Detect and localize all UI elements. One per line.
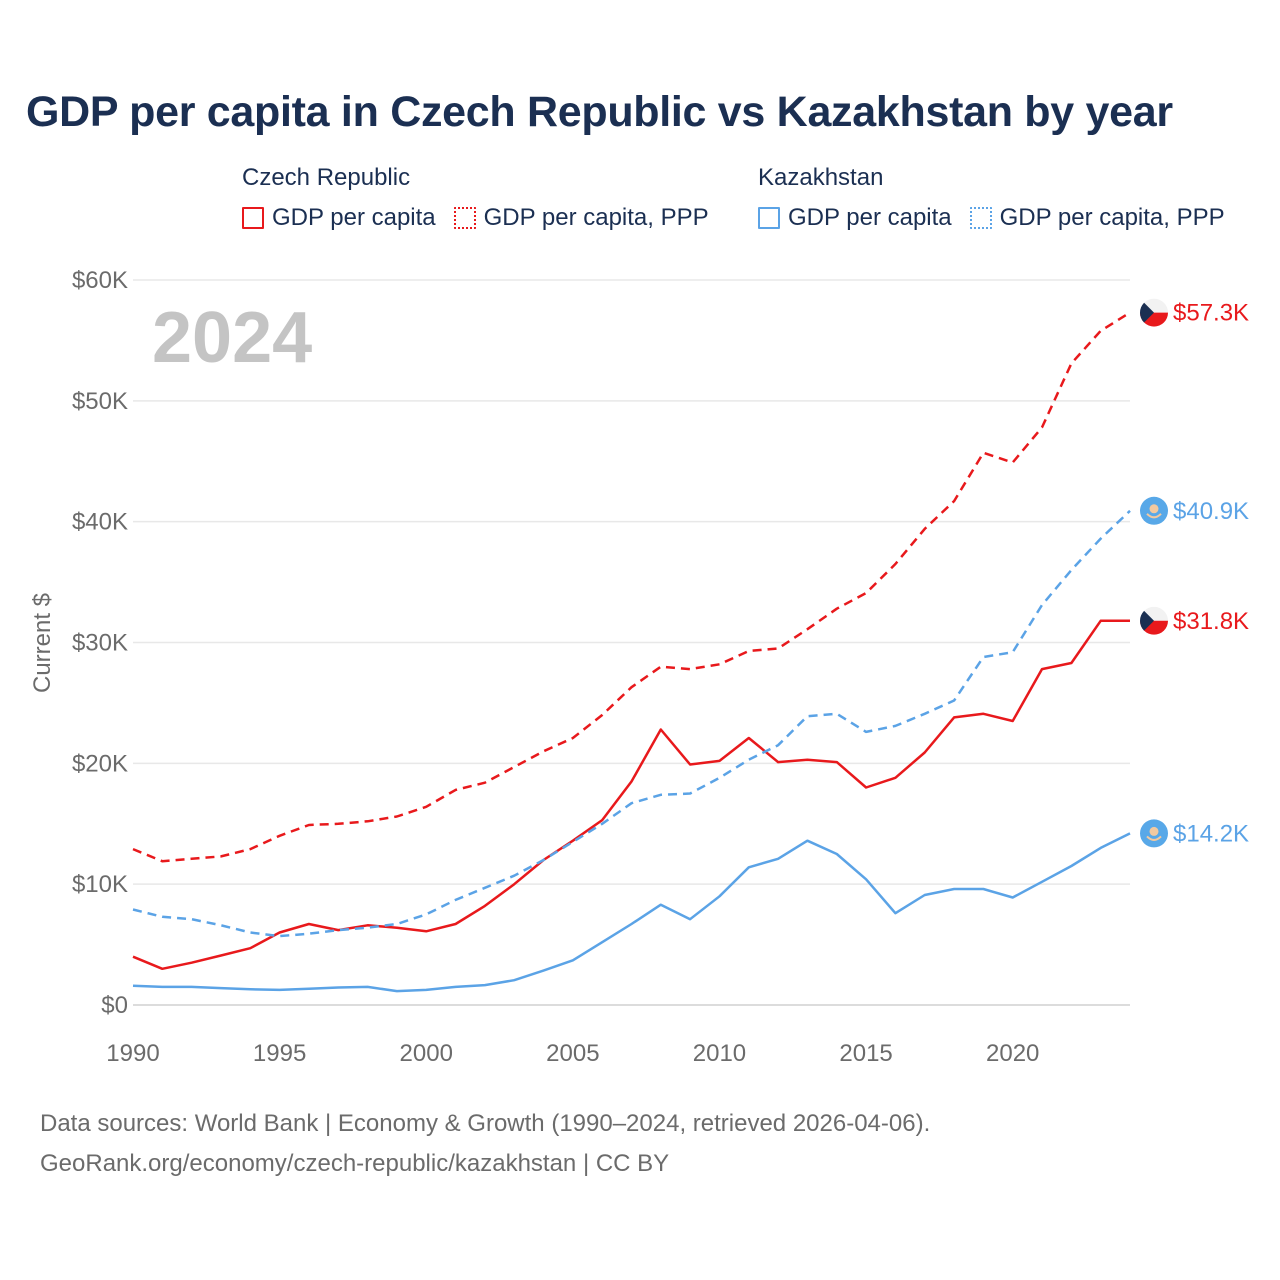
flag-triangle [1140,606,1154,635]
legend-label: GDP per capita [272,204,436,231]
legend-group-czech-republic: Czech Republic GDP per capita GDP per ca… [242,162,709,232]
y-tick-label: $50K [72,388,128,415]
y-tick-label: $30K [72,630,128,657]
data-source-note: Data sources: World Bank | Economy & Gro… [40,1110,931,1137]
series-line-3[interactable] [132,509,1131,938]
footer: Data sources: World Bank | Economy & Gro… [40,1104,930,1184]
flag-sun [1149,504,1159,514]
flag-eagle [1146,513,1162,519]
chart-title: GDP per capita in Czech Republic vs Kaza… [26,88,1173,136]
legend-group-name: Czech Republic [242,164,411,191]
flag-eagle [1146,835,1162,841]
flag-fill [1140,298,1168,327]
y-tick-label: $20K [72,750,128,777]
x-tick-label: 1990 [106,1040,159,1067]
legend-swatch-red-dotted-icon [453,207,476,229]
flag-sun [1149,826,1159,836]
legend-swatch-blue-solid-icon [758,207,780,229]
year-watermark: 2024 [152,298,312,378]
legend-item-czech-gdp[interactable]: GDP per capita [242,204,436,232]
y-axis-title: Current $ [29,593,56,693]
x-tick-label: 2000 [400,1040,453,1067]
series-line-1[interactable] [132,311,1131,863]
legend-group-kazakhstan: Kazakhstan GDP per capita GDP per capita… [758,162,1225,232]
x-tick-label: 2015 [839,1040,892,1067]
flag-fill [1140,606,1168,635]
source-url: GeoRank.org/economy/czech-republic/kazak… [40,1150,670,1177]
end-value-label: $14.2K [1173,820,1249,847]
y-tick-label: $60K [72,267,128,294]
y-tick-label: $0 [101,992,128,1019]
flag-triangle [1140,298,1154,327]
y-tick-label: $40K [72,509,128,536]
y-tick-label: $10K [72,871,128,898]
end-value-label: $57.3K [1173,300,1249,327]
kazakhstan-flag-icon [1140,819,1168,848]
legend-swatch-blue-dotted-icon [969,207,992,229]
series-line-0[interactable] [132,619,1130,971]
x-tick-label: 2010 [693,1040,746,1067]
legend-item-kazakhstan-gdp[interactable]: GDP per capita [758,204,952,232]
x-tick-label: 1995 [253,1040,306,1067]
end-value-label: $31.8K [1173,608,1249,635]
legend-item-kazakhstan-gdp-ppp[interactable]: GDP per capita, PPP [969,204,1225,232]
series-line-2[interactable] [132,832,1131,993]
czech-flag-icon [1140,298,1168,327]
legend-label: GDP per capita [788,204,952,231]
legend-group-name: Kazakhstan [758,164,884,191]
end-value-label: $40.9K [1173,498,1249,525]
legend-label: GDP per capita, PPP [999,204,1225,231]
kazakhstan-flag-icon [1140,496,1168,525]
legend-label: GDP per capita, PPP [483,204,709,231]
czech-flag-icon [1140,606,1168,635]
x-tick-label: 2020 [986,1040,1039,1067]
legend-item-czech-gdp-ppp[interactable]: GDP per capita, PPP [453,204,709,232]
legend-swatch-red-solid-icon [242,207,264,229]
x-tick-label: 2005 [546,1040,599,1067]
